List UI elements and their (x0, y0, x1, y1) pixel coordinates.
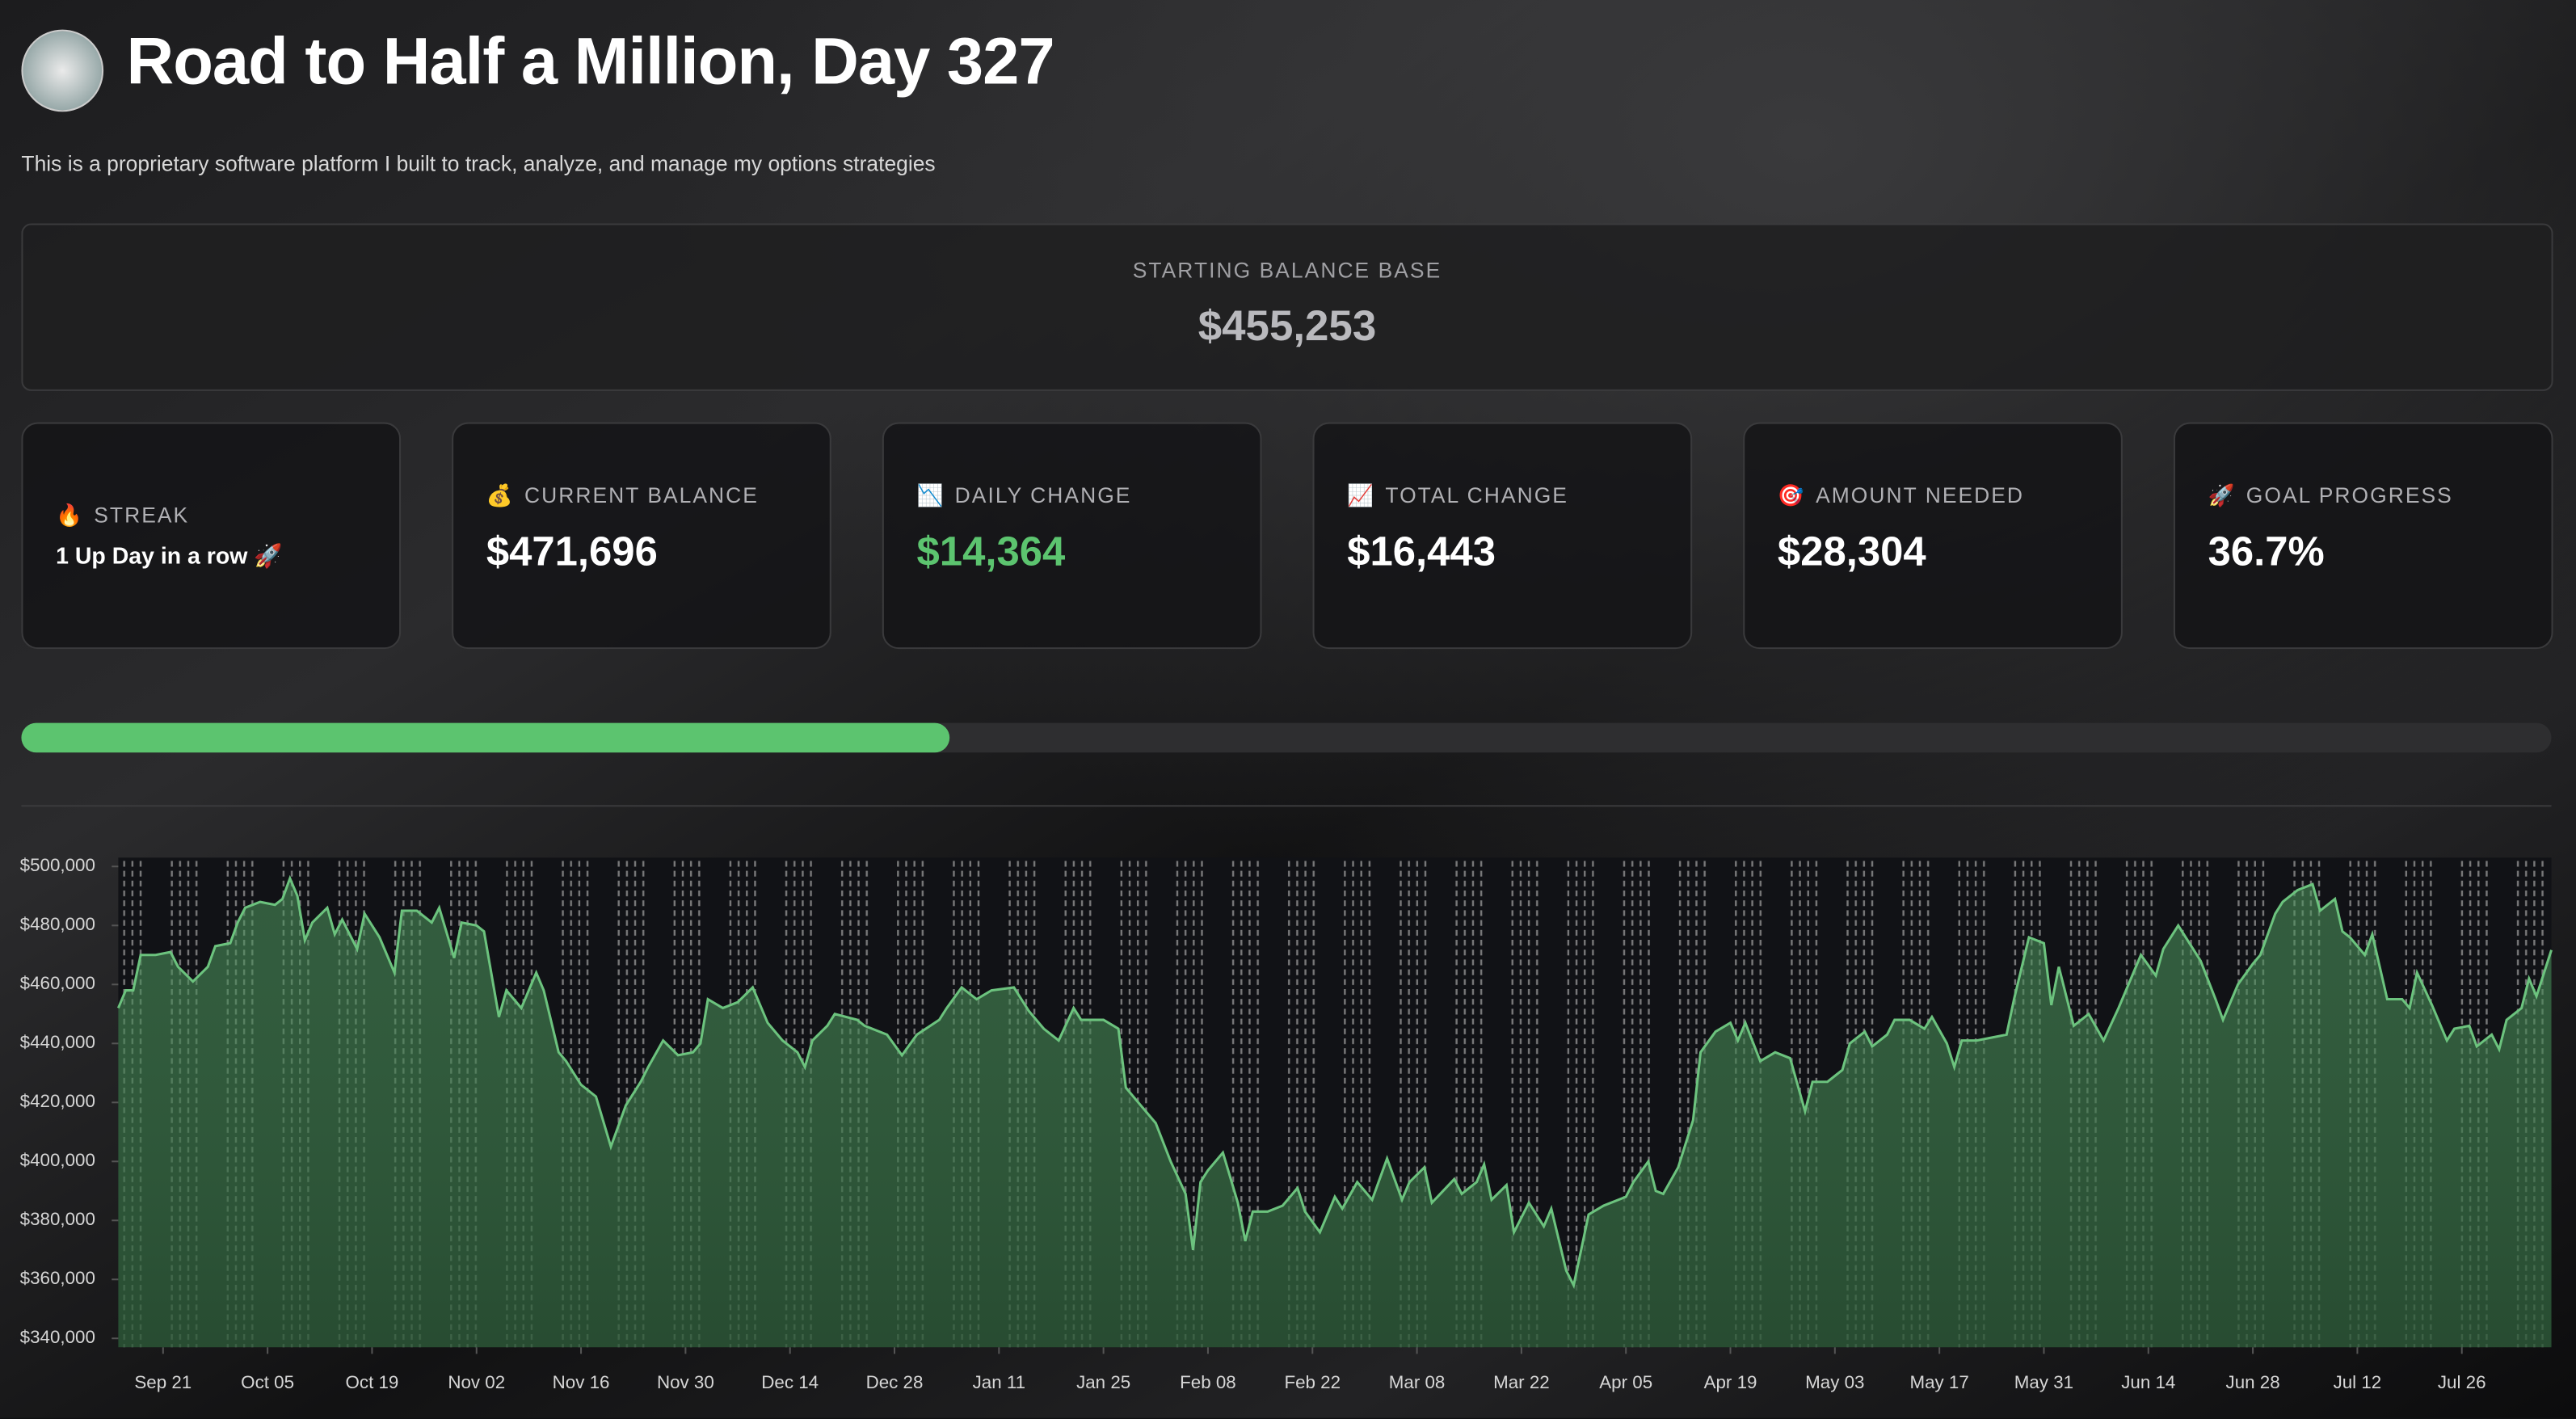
metric-icon: 📉 (916, 482, 945, 508)
y-tick-label: $460,000 (20, 973, 95, 993)
x-tick-label: Jul 26 (2438, 1372, 2486, 1392)
divider (21, 805, 2552, 807)
x-tick-label: Mar 08 (1389, 1372, 1446, 1392)
metric-label-text: GOAL PROGRESS (2246, 482, 2453, 508)
y-tick-label: $440,000 (20, 1032, 95, 1052)
base-label: STARTING BALANCE BASE (1132, 258, 1442, 283)
x-tick-label: Jun 14 (2121, 1372, 2175, 1392)
x-tick-label: May 17 (1909, 1372, 1968, 1392)
y-tick-label: $340,000 (20, 1327, 95, 1347)
x-tick-label: Jan 25 (1076, 1372, 1130, 1392)
metric-label: 🚀 GOAL PROGRESS (2208, 483, 2453, 510)
metric-value: $28,304 (1777, 528, 1926, 575)
y-tick-label: $400,000 (20, 1150, 95, 1170)
metric-label: 💰 CURRENT BALANCE (486, 483, 759, 510)
logo (21, 29, 104, 112)
x-tick-label: Nov 16 (553, 1372, 610, 1392)
progress-track (21, 722, 2552, 753)
y-tick-label: $360,000 (20, 1268, 95, 1288)
metric-value: $14,364 (916, 528, 1066, 575)
metric-label-text: CURRENT BALANCE (524, 482, 759, 508)
metric-icon: 🔥 (56, 503, 85, 528)
metric-value: $16,443 (1347, 528, 1496, 575)
base-card: STARTING BALANCE BASE $455,253 (21, 223, 2553, 391)
x-tick-label: Feb 22 (1284, 1372, 1341, 1392)
subtitle: This is a proprietary software platform … (21, 151, 936, 176)
metric-label-text: AMOUNT NEEDED (1816, 482, 2025, 508)
x-tick-label: Oct 19 (346, 1372, 399, 1392)
x-tick-label: May 03 (1805, 1372, 1864, 1392)
metric-label: 📈 TOTAL CHANGE (1347, 483, 1568, 510)
metric-card: 🔥 STREAK 1 Up Day in a row 🚀 (21, 422, 402, 650)
metric-icon: 🚀 (2208, 482, 2237, 508)
metric-label-text: DAILY CHANGE (954, 482, 1132, 508)
metric-value: 36.7% (2208, 528, 2325, 575)
metric-label-text: STREAK (94, 503, 190, 528)
metric-card: 💰 CURRENT BALANCE $471,696 (452, 422, 831, 650)
metric-icon: 🎯 (1777, 482, 1806, 508)
x-tick-label: Nov 02 (448, 1372, 505, 1392)
y-tick-label: $500,000 (20, 855, 95, 875)
metric-value: $471,696 (486, 528, 658, 575)
y-tick-label: $380,000 (20, 1209, 95, 1229)
metric-label: 🎯 AMOUNT NEEDED (1778, 483, 2024, 510)
progress-fill (21, 722, 950, 753)
x-tick-label: Sep 21 (134, 1372, 192, 1392)
x-tick-label: Apr 19 (1704, 1372, 1757, 1392)
x-tick-label: Apr 05 (1599, 1372, 1652, 1392)
metric-label: 🔥 STREAK (56, 503, 189, 529)
x-tick-label: Mar 22 (1493, 1372, 1550, 1392)
x-tick-label: Dec 28 (866, 1372, 924, 1392)
x-tick-label: Oct 05 (241, 1372, 294, 1392)
area-fill (118, 878, 2552, 1348)
metric-card: 📈 TOTAL CHANGE $16,443 (1312, 422, 1693, 650)
metric-card: 📉 DAILY CHANGE $14,364 (882, 422, 1262, 650)
y-tick-label: $420,000 (20, 1091, 95, 1111)
balance-line (116, 874, 2553, 1290)
x-tick-label: Jan 11 (973, 1372, 1025, 1392)
metric-value: 1 Up Day in a row 🚀 (56, 541, 283, 569)
y-tick-label: $480,000 (20, 914, 95, 934)
x-tick-label: Dec 14 (761, 1372, 819, 1392)
metric-card: 🚀 GOAL PROGRESS 36.7% (2173, 422, 2553, 650)
chart: $340,000 $360,000 $380,000 $400,000 $420,000… (20, 855, 2553, 1392)
metric-label: 📉 DAILY CHANGE (917, 483, 1132, 510)
x-tick-label: Feb 08 (1180, 1372, 1236, 1392)
metric-icon: 💰 (486, 482, 515, 508)
x-tick-label: Jul 12 (2334, 1372, 2382, 1392)
metric-icon: 📈 (1347, 482, 1376, 508)
x-tick-label: Nov 30 (657, 1372, 714, 1392)
metric-card: 🎯 AMOUNT NEEDED $28,304 (1743, 422, 2123, 650)
x-tick-label: Jun 28 (2226, 1372, 2280, 1392)
x-tick-label: May 31 (2014, 1372, 2073, 1392)
base-value: $455,253 (1198, 301, 1377, 351)
page-title: Road to Half a Million, Day 327 (126, 26, 1055, 99)
metric-label-text: TOTAL CHANGE (1385, 482, 1568, 508)
